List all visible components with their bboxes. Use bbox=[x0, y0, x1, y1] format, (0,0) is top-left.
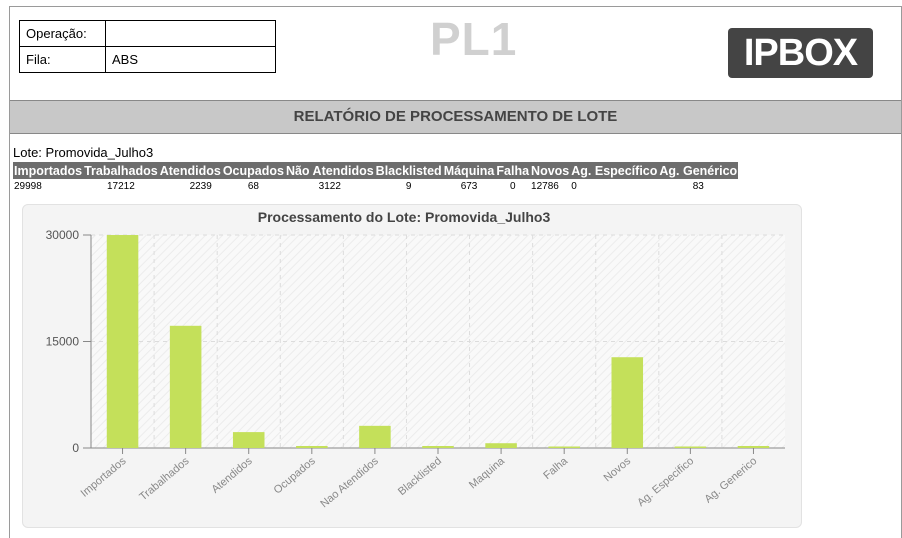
stats-header: Máquina bbox=[442, 162, 496, 179]
x-tick-label: Novos bbox=[602, 455, 634, 485]
x-tick-label: Ocupados bbox=[272, 455, 319, 497]
chart-panel: Processamento do Lote: Promovida_Julho3 … bbox=[22, 204, 802, 528]
bar bbox=[359, 425, 391, 448]
operacao-label: Operação: bbox=[19, 20, 106, 47]
stats-header-row: Importados Trabalhados Atendidos Ocupado… bbox=[13, 162, 739, 179]
stats-header: Ocupados bbox=[221, 162, 285, 179]
stats-value: 17212 bbox=[106, 180, 135, 192]
stats-header: Falha bbox=[495, 162, 531, 179]
x-tick-label: Falha bbox=[541, 455, 570, 482]
ipbox-logo: IPBOX bbox=[728, 28, 873, 78]
bar-chart: Processamento do Lote: Promovida_Julho3 … bbox=[46, 209, 785, 511]
x-tick-label: Atendidos bbox=[209, 455, 255, 496]
page-title: PL1 bbox=[430, 13, 518, 65]
bar bbox=[422, 446, 454, 448]
y-tick-label: 0 bbox=[72, 441, 79, 455]
bar bbox=[169, 325, 202, 448]
bar bbox=[674, 446, 707, 448]
bar bbox=[737, 446, 770, 448]
stats-header: Importados bbox=[13, 162, 84, 179]
stats-value: 0 bbox=[571, 180, 577, 192]
lote-label: Lote: Promovida_Julho3 bbox=[13, 145, 154, 160]
stats-table: Importados Trabalhados Atendidos Ocupado… bbox=[13, 162, 739, 193]
stats-value: 83 bbox=[692, 180, 704, 192]
stats-header: Trabalhados bbox=[83, 162, 159, 179]
stats-value: 3122 bbox=[318, 180, 341, 192]
x-tick-label: Blacklisted bbox=[396, 455, 444, 498]
stats-header: Ag. Específico bbox=[570, 162, 659, 179]
x-tick-label: Ag. Generico bbox=[702, 455, 759, 505]
y-tick-label: 15000 bbox=[46, 335, 80, 349]
stats-header: Não Atendidos bbox=[284, 162, 375, 179]
stats-value: 2239 bbox=[189, 180, 212, 192]
bar bbox=[106, 235, 139, 448]
stats-header: Blacklisted bbox=[374, 162, 443, 179]
chart-title: Processamento do Lote: Promovida_Julho3 bbox=[258, 209, 551, 225]
report-title-band: RELATÓRIO DE PROCESSAMENTO DE LOTE bbox=[10, 100, 901, 134]
x-tick-label: Importados bbox=[79, 455, 129, 500]
x-tick-label: Trabalhados bbox=[137, 455, 192, 504]
operacao-value bbox=[105, 20, 276, 47]
bar bbox=[548, 446, 580, 448]
stats-value: 673 bbox=[460, 180, 478, 192]
fila-label: Fila: bbox=[19, 46, 106, 73]
stats-value: 12786 bbox=[531, 180, 559, 192]
stats-header: Ag. Genérico bbox=[658, 162, 739, 179]
stats-value: 68 bbox=[247, 180, 259, 192]
bar bbox=[485, 443, 517, 448]
fila-value: ABS bbox=[105, 46, 276, 73]
x-tick-label: Maquina bbox=[467, 455, 508, 492]
bar bbox=[232, 432, 265, 448]
bar bbox=[611, 357, 644, 448]
x-tick-label: Nao Atendidos bbox=[318, 455, 381, 511]
info-table: Operação: Fila: ABS bbox=[19, 20, 276, 73]
stats-value: 29998 bbox=[14, 180, 42, 192]
stats-value: 9 bbox=[405, 180, 412, 192]
stats-value-row: 29998 17212 2239 68 3122 9 673 0 12786 0… bbox=[13, 179, 738, 193]
y-tick-label: 30000 bbox=[46, 228, 80, 242]
stats-header: Novos bbox=[530, 162, 571, 179]
bar bbox=[296, 446, 328, 448]
x-tick-label: Ag. Especifico bbox=[635, 455, 696, 509]
stats-value: 0 bbox=[509, 180, 516, 192]
stats-header: Atendidos bbox=[158, 162, 222, 179]
